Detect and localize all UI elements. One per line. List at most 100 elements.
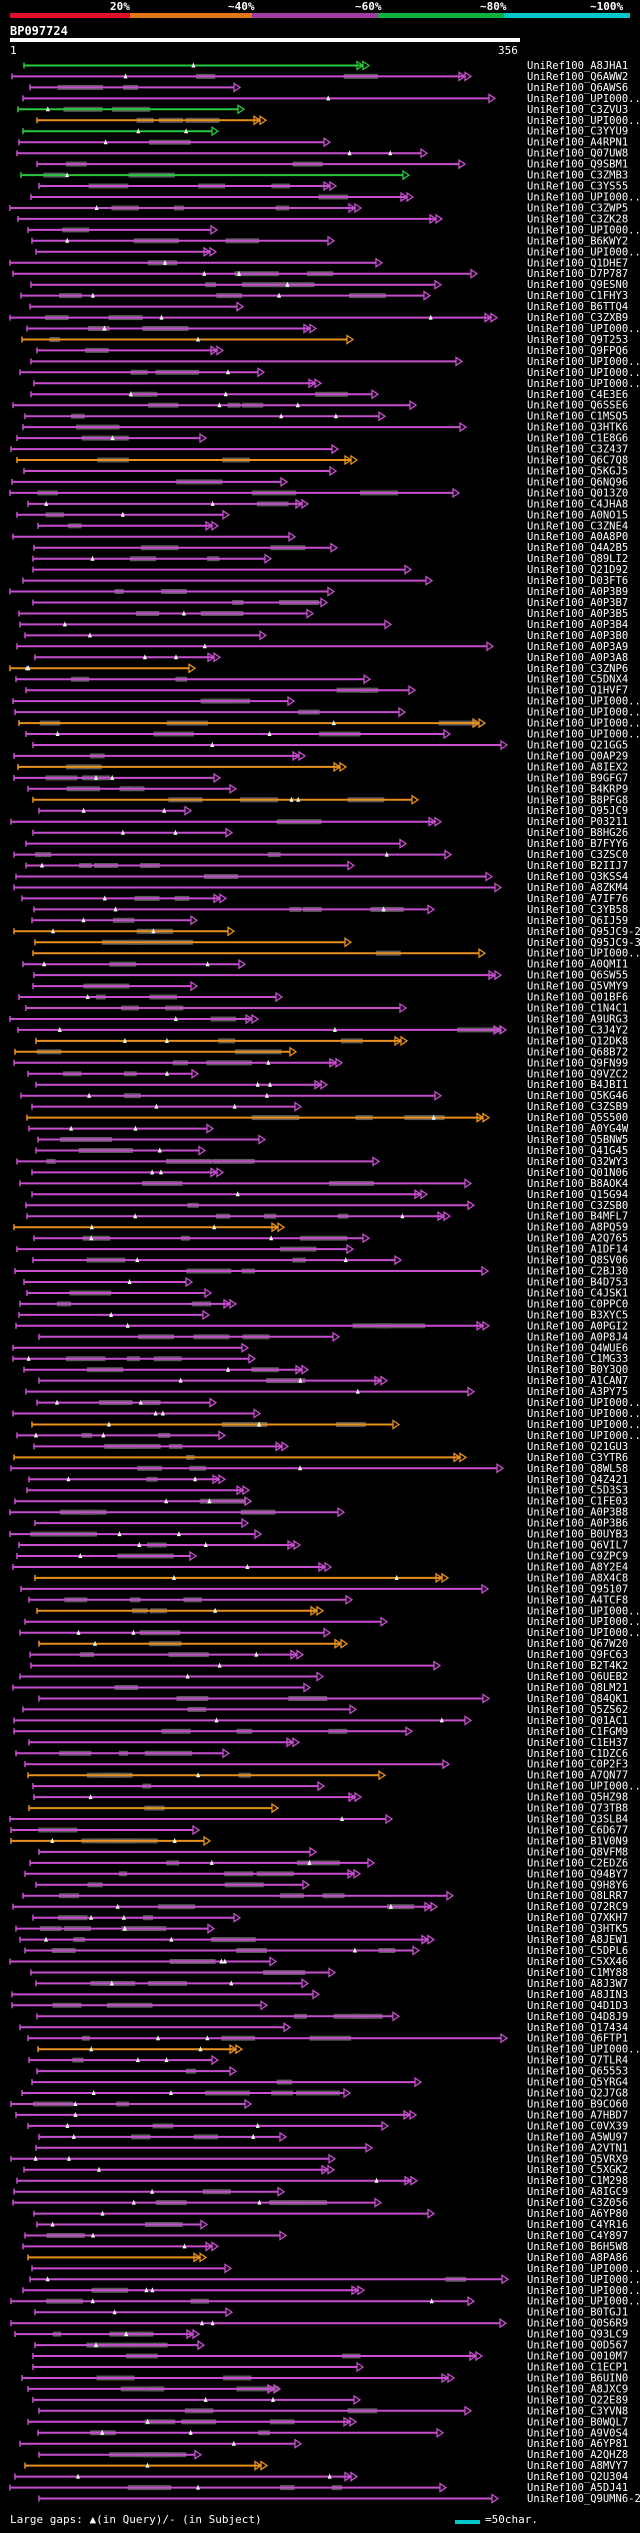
- hit-label[interactable]: UniRef100_Q5BNW5: [527, 1134, 628, 1146]
- hit-label[interactable]: UniRef100_UPI000...: [527, 2296, 640, 2308]
- hit-label[interactable]: UniRef100_Q65553: [527, 2066, 628, 2078]
- hit-label[interactable]: UniRef100_Q73TB8: [527, 1803, 628, 1815]
- hit-label[interactable]: UniRef100_Q9FPQ6: [527, 345, 628, 357]
- hit-label[interactable]: UniRef100_B8AOK4: [527, 1178, 628, 1190]
- hit-label[interactable]: UniRef100_A4RPN1: [527, 137, 628, 149]
- hit-label[interactable]: UniRef100_A8JXC9: [527, 2383, 628, 2395]
- hit-label[interactable]: UniRef100_A0P3B6: [527, 1518, 628, 1530]
- hit-label[interactable]: UniRef100_Q8LM21: [527, 1682, 628, 1694]
- hit-label[interactable]: UniRef100_C3Z056: [527, 2197, 628, 2209]
- hit-label[interactable]: UniRef100_B6H5W8: [527, 2241, 628, 2253]
- hit-label[interactable]: UniRef100_Q3HTK5: [527, 1923, 628, 1935]
- hit-label[interactable]: UniRef100_Q6C7Q8: [527, 455, 628, 467]
- hit-label[interactable]: UniRef100_Q1HVF7: [527, 685, 628, 697]
- hit-label[interactable]: UniRef100_Q4D8J9: [527, 2011, 628, 2023]
- hit-label[interactable]: UniRef100_Q2U304: [527, 2471, 628, 2483]
- hit-label[interactable]: UniRef100_Q4A2B5: [527, 542, 628, 554]
- hit-label[interactable]: UniRef100_C9ZPC9: [527, 1551, 628, 1563]
- hit-label[interactable]: UniRef100_A0P3B9: [527, 586, 628, 598]
- hit-label[interactable]: UniRef100_A7QN77: [527, 1770, 628, 1782]
- hit-label[interactable]: UniRef100_Q72RC9: [527, 1901, 628, 1913]
- hit-label[interactable]: UniRef100_Q21D92: [527, 564, 628, 576]
- hit-label[interactable]: UniRef100_Q17434: [527, 2022, 628, 2034]
- hit-label[interactable]: UniRef100_C1FHY3: [527, 290, 628, 302]
- hit-label[interactable]: UniRef100_A0P3A8: [527, 652, 628, 664]
- hit-label[interactable]: UniRef100_A0PGI2: [527, 1320, 628, 1332]
- hit-label[interactable]: UniRef100_Q4D1D3: [527, 2000, 628, 2012]
- hit-label[interactable]: UniRef100_A1CAN7: [527, 1375, 628, 1387]
- hit-label[interactable]: UniRef100_Q6IJ59: [527, 915, 628, 927]
- hit-label[interactable]: UniRef100_Q0D567: [527, 2340, 628, 2352]
- hit-label[interactable]: UniRef100_C3YVN8: [527, 2405, 628, 2417]
- hit-label[interactable]: UniRef100_Q8LRR7: [527, 1890, 628, 1902]
- hit-label[interactable]: UniRef100_Q6AWS6: [527, 82, 628, 94]
- hit-label[interactable]: UniRef100_Q9UMN6-2: [527, 2493, 640, 2505]
- hit-label[interactable]: UniRef100_C0P2F3: [527, 1759, 628, 1771]
- hit-label[interactable]: UniRef100_C1N4C1: [527, 1003, 628, 1015]
- hit-label[interactable]: UniRef100_Q8SV06: [527, 1255, 628, 1267]
- hit-label[interactable]: UniRef100_Q1DHE7: [527, 257, 628, 269]
- hit-label[interactable]: UniRef100_C3YTR6: [527, 1452, 628, 1464]
- hit-label[interactable]: UniRef100_C5DNX4: [527, 674, 628, 686]
- hit-label[interactable]: UniRef100_UPI000...: [527, 1627, 640, 1639]
- hit-label[interactable]: UniRef100_B8PFG8: [527, 794, 628, 806]
- hit-label[interactable]: UniRef100_C3ZSB0: [527, 1200, 628, 1212]
- hit-label[interactable]: UniRef100_A4TCF8: [527, 1594, 628, 1606]
- hit-label[interactable]: UniRef100_C0PPC0: [527, 1298, 628, 1310]
- hit-label[interactable]: UniRef100_UPI000...: [527, 2263, 640, 2275]
- hit-label[interactable]: UniRef100_Q6VIL7: [527, 1540, 628, 1552]
- hit-label[interactable]: UniRef100_Q01AC1: [527, 1715, 628, 1727]
- hit-label[interactable]: UniRef100_UPI000...: [527, 1781, 640, 1793]
- hit-label[interactable]: UniRef100_UPI000...: [527, 1616, 640, 1628]
- hit-label[interactable]: UniRef100_C2BJ30: [527, 1266, 628, 1278]
- hit-label[interactable]: UniRef100_A2Q765: [527, 1233, 628, 1245]
- hit-label[interactable]: UniRef100_C3ZK28: [527, 213, 628, 225]
- hit-label[interactable]: UniRef100_B0Y3Q0: [527, 1364, 628, 1376]
- hit-label[interactable]: UniRef100_C4JHA8: [527, 498, 628, 510]
- hit-label[interactable]: UniRef100_C0VX39: [527, 2120, 628, 2132]
- hit-label[interactable]: UniRef100_A0NO15: [527, 509, 628, 521]
- hit-label[interactable]: UniRef100_C4JSK1: [527, 1288, 628, 1300]
- hit-label[interactable]: UniRef100_Q7TLR4: [527, 2055, 628, 2067]
- hit-label[interactable]: UniRef100_Q21GU3: [527, 1441, 628, 1453]
- hit-label[interactable]: UniRef100_UPI000...: [527, 1430, 640, 1442]
- hit-label[interactable]: UniRef100_C4Y897: [527, 2230, 628, 2242]
- hit-label[interactable]: UniRef100_UPI000...: [527, 2044, 640, 2056]
- hit-label[interactable]: UniRef100_C5D3S3: [527, 1485, 628, 1497]
- hit-label[interactable]: UniRef100_B6KWY2: [527, 235, 628, 247]
- hit-label[interactable]: UniRef100_B9GFG7: [527, 772, 628, 784]
- hit-label[interactable]: UniRef100_B6TTQ4: [527, 301, 628, 313]
- hit-label[interactable]: UniRef100_Q6FTP1: [527, 2033, 628, 2045]
- hit-label[interactable]: UniRef100_Q9H8Y6: [527, 1879, 628, 1891]
- hit-label[interactable]: UniRef100_Q95JC9-2: [527, 926, 640, 938]
- hit-label[interactable]: UniRef100_B4D753: [527, 1277, 628, 1289]
- hit-label[interactable]: UniRef100_A8IGC9: [527, 2186, 628, 2198]
- hit-label[interactable]: UniRef100_UPI000...: [527, 93, 640, 105]
- hit-label[interactable]: UniRef100_Q89LI2: [527, 553, 628, 565]
- hit-label[interactable]: UniRef100_UPI000...: [527, 1397, 640, 1409]
- hit-label[interactable]: UniRef100_UPI000...: [527, 224, 640, 236]
- hit-label[interactable]: UniRef100_UPI000...: [527, 948, 640, 960]
- hit-label[interactable]: UniRef100_A3PY75: [527, 1386, 628, 1398]
- hit-label[interactable]: UniRef100_A0P3B4: [527, 619, 628, 631]
- hit-label[interactable]: UniRef100_A0YG4W: [527, 1123, 629, 1135]
- hit-label[interactable]: UniRef100_Q95JC9-3: [527, 937, 640, 949]
- hit-label[interactable]: UniRef100_Q41G45: [527, 1145, 628, 1157]
- hit-label[interactable]: UniRef100_C1M298: [527, 2175, 628, 2187]
- hit-label[interactable]: UniRef100_A0P8J4: [527, 1331, 628, 1343]
- hit-label[interactable]: UniRef100_UPI000...: [527, 115, 640, 127]
- hit-label[interactable]: UniRef100_A5WU97: [527, 2131, 628, 2143]
- hit-label[interactable]: UniRef100_A0P3B7: [527, 597, 628, 609]
- hit-label[interactable]: UniRef100_B3XYC5: [527, 1309, 628, 1321]
- hit-label[interactable]: UniRef100_Q9FN99: [527, 1057, 628, 1069]
- hit-label[interactable]: UniRef100_A8JIN3: [527, 1989, 628, 2001]
- hit-label[interactable]: UniRef100_A9URG3: [527, 1014, 628, 1026]
- hit-label[interactable]: UniRef100_C1FE03: [527, 1496, 628, 1508]
- hit-label[interactable]: UniRef100_Q013Z0: [527, 487, 628, 499]
- hit-label[interactable]: UniRef100_C3YYU9: [527, 126, 628, 138]
- hit-label[interactable]: UniRef100_Q4Z421: [527, 1474, 628, 1486]
- hit-label[interactable]: UniRef100_Q5KGJ5: [527, 466, 628, 478]
- hit-label[interactable]: UniRef100_Q8WL58: [527, 1463, 628, 1475]
- hit-label[interactable]: UniRef100_C1ECP1: [527, 2362, 628, 2374]
- hit-label[interactable]: UniRef100_D03FT6: [527, 575, 628, 587]
